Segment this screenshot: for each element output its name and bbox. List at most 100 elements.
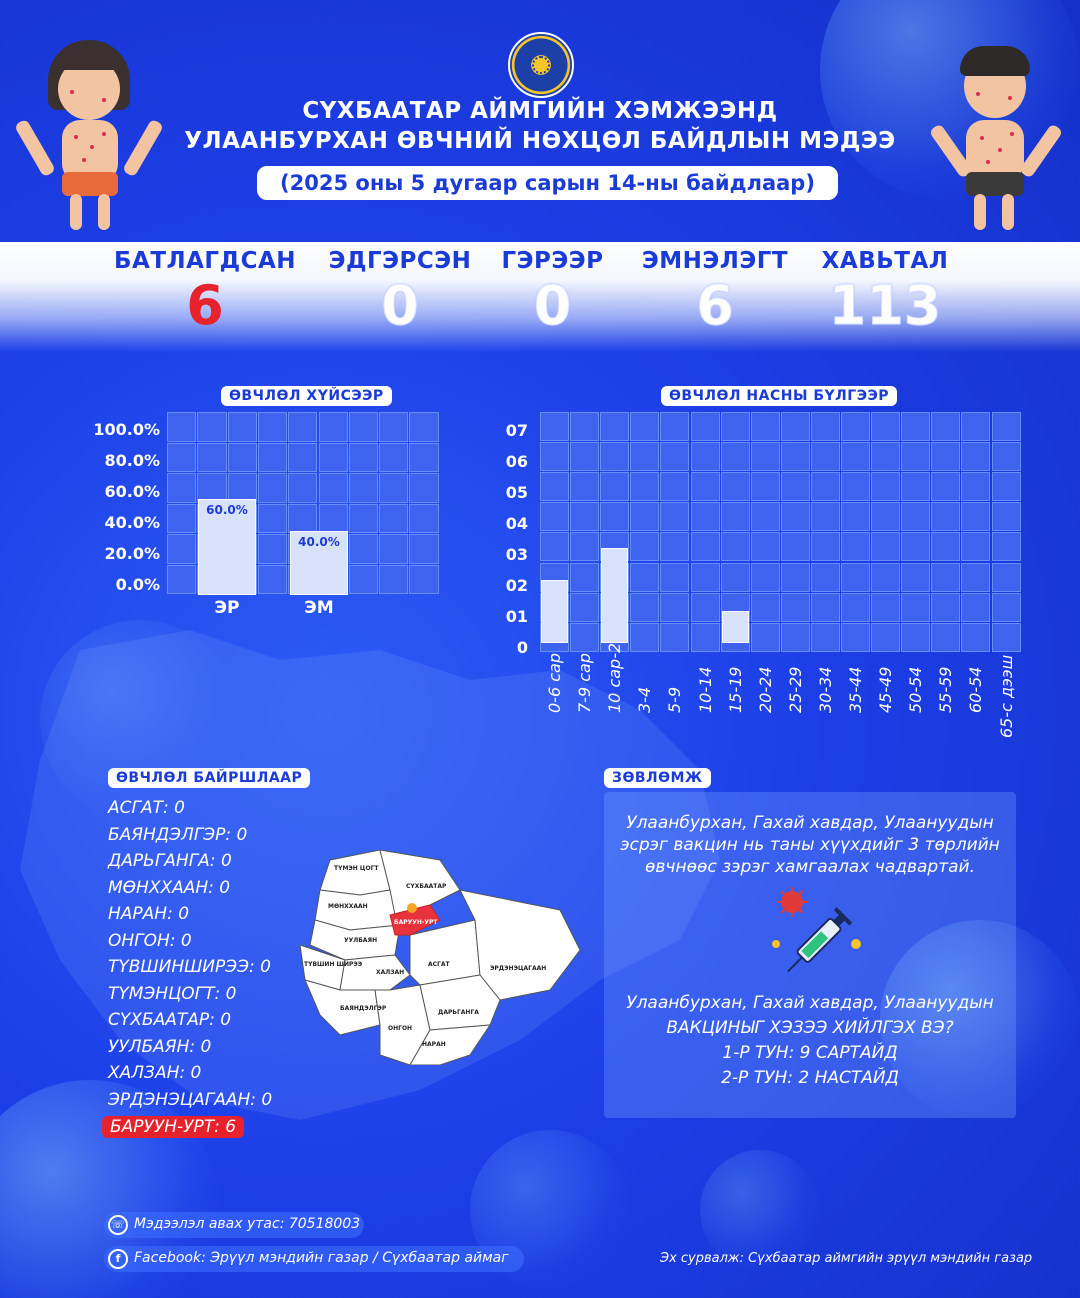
grid-cell bbox=[167, 534, 197, 564]
x-category-label: 7-9 сар bbox=[575, 652, 595, 713]
stat-label: ГЭРЭЭР bbox=[501, 248, 604, 274]
map-label-tuvshinshiree: ТҮВШИН ШИРЭЭ bbox=[304, 961, 363, 968]
grid-cell bbox=[570, 562, 600, 592]
location-item: АСГАТ: 0 bbox=[108, 798, 185, 818]
bar-value-label: 40.0% bbox=[298, 535, 340, 549]
grid-cell bbox=[167, 412, 197, 442]
grid-cell bbox=[961, 532, 991, 562]
grid-cell bbox=[690, 472, 720, 502]
grid-cell bbox=[720, 532, 750, 562]
grid-cell bbox=[540, 442, 570, 472]
grid-cell bbox=[540, 412, 570, 442]
map-label-ongon: ОНГОН bbox=[388, 1025, 412, 1032]
grid-cell bbox=[197, 412, 227, 442]
recommendation-line: өвчнөөс зэрэг хамгаалах чадвартай. bbox=[645, 857, 975, 877]
grid-cell bbox=[901, 472, 931, 502]
bar-age bbox=[721, 611, 749, 643]
y-tick-label: 02 bbox=[505, 576, 528, 595]
grid-cell bbox=[750, 412, 780, 442]
grid-cell bbox=[409, 442, 439, 472]
grid-cell bbox=[540, 502, 570, 532]
grid-cell bbox=[961, 442, 991, 472]
x-category-label: 20-24 bbox=[755, 666, 775, 713]
grid-cell bbox=[570, 442, 600, 472]
grid-cell bbox=[348, 473, 379, 503]
grid-cell bbox=[630, 592, 660, 622]
grid-cell bbox=[901, 502, 931, 532]
facebook-icon: f bbox=[108, 1249, 128, 1269]
grid-cell bbox=[720, 412, 750, 442]
grid-cell bbox=[197, 473, 227, 503]
stat-value: 6 bbox=[696, 274, 735, 337]
grid-cell bbox=[780, 502, 810, 532]
grid-cell bbox=[750, 622, 780, 652]
grid-cell bbox=[690, 502, 720, 532]
stat-hospitalized: ЭМНЭЛЭГТ 6 bbox=[630, 248, 800, 334]
header: СҮХБААТАР АЙМГИЙН ХЭМЖЭЭНД УЛААНБУРХАН Ө… bbox=[0, 0, 1080, 242]
grid-cell bbox=[257, 473, 288, 503]
grid-cell bbox=[750, 502, 780, 532]
x-category-label: 10 сар-2 bbox=[605, 642, 625, 713]
grid-cell bbox=[690, 562, 720, 592]
grid-cell bbox=[841, 622, 871, 652]
grid-cell bbox=[931, 502, 961, 532]
recommendation-title: ЗӨВЛӨМЖ bbox=[604, 768, 711, 788]
grid-cell bbox=[780, 442, 810, 472]
grid-cell bbox=[660, 502, 690, 532]
vaccine-syringe-icon bbox=[772, 887, 861, 973]
stat-value: 113 bbox=[828, 274, 942, 337]
location-item: ТҮМЭНЦОГТ: 0 bbox=[108, 983, 237, 1004]
grid-cell bbox=[690, 442, 720, 472]
grid-cell bbox=[288, 473, 318, 503]
grid-cell bbox=[660, 412, 690, 442]
y-tick-label: 01 bbox=[505, 607, 528, 626]
age-chart-title: ӨВЧЛӨЛ НАСНЫ БҮЛГЭЭР bbox=[661, 386, 898, 406]
y-tick-label: 04 bbox=[505, 514, 528, 533]
grid-cell bbox=[690, 622, 720, 652]
grid-cell bbox=[379, 442, 409, 472]
grid-cell bbox=[570, 532, 600, 562]
location-item: ДАРЬГАНГА: 0 bbox=[108, 851, 232, 871]
grid-cell bbox=[991, 502, 1021, 532]
grid-cell bbox=[720, 562, 750, 592]
phone-icon: ☏ bbox=[108, 1215, 128, 1235]
location-item: ТҮВШИНШИРЭЭ: 0 bbox=[108, 957, 271, 977]
grid-cell bbox=[379, 503, 409, 533]
x-category-label: 10-14 bbox=[695, 666, 715, 713]
grid-cell bbox=[841, 532, 871, 562]
location-item: БАЯНДЭЛГЭР: 0 bbox=[108, 824, 248, 845]
grid-cell bbox=[780, 412, 810, 442]
grid-cell bbox=[780, 592, 810, 622]
map-label-naran: НАРАН bbox=[422, 1041, 446, 1048]
grid-cell bbox=[871, 442, 901, 472]
grid-cell bbox=[600, 442, 630, 472]
grid-cell bbox=[810, 622, 840, 652]
district-map: ТҮМЭН ЦОГТ МӨНХХААН СҮХБААТАР БАРУУН-УРТ… bbox=[300, 850, 581, 1065]
y-tick-label: 100.0% bbox=[93, 420, 160, 439]
grid-cell bbox=[841, 502, 871, 532]
grid-cell bbox=[660, 562, 690, 592]
bar-gender bbox=[290, 531, 348, 595]
grid-cell bbox=[810, 442, 840, 472]
grid-cell bbox=[750, 562, 780, 592]
grid-cell bbox=[690, 412, 720, 442]
stat-at-home: ГЭРЭЭР 0 bbox=[480, 248, 625, 334]
grid-cell bbox=[780, 562, 810, 592]
y-tick-label: 40.0% bbox=[104, 513, 160, 532]
grid-cell bbox=[991, 472, 1021, 502]
grid-cell bbox=[750, 442, 780, 472]
grid-cell bbox=[227, 442, 257, 472]
map-label-tumentsogt: ТҮМЭН ЦОГТ bbox=[334, 865, 379, 872]
footer-facebook: Facebook: Эрүүл мэндийн газар / Сүхбаата… bbox=[134, 1250, 509, 1266]
grid-cell bbox=[660, 442, 690, 472]
grid-cell bbox=[379, 534, 409, 564]
x-category-label: 30-34 bbox=[815, 666, 835, 713]
grid-cell bbox=[901, 592, 931, 622]
grid-cell bbox=[600, 502, 630, 532]
grid-cell bbox=[931, 472, 961, 502]
grid-cell bbox=[257, 412, 288, 442]
recommendation-line: эсрэг вакцин нь таны хүүхдийг 3 төрлийн bbox=[620, 835, 1000, 855]
x-category-label: 35-44 bbox=[846, 666, 865, 713]
stat-value: 0 bbox=[381, 274, 420, 337]
grid-cell bbox=[409, 473, 439, 503]
